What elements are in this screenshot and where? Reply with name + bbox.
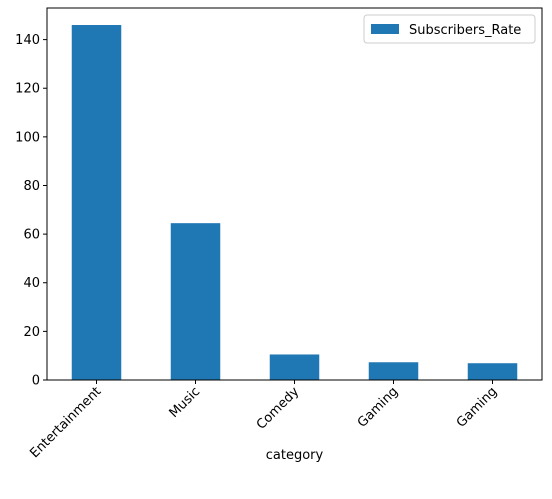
y-tick-label: 140 [15,33,40,48]
y-tick-label: 120 [15,82,40,97]
y-tick-label: 0 [32,374,40,389]
y-tick-label: 80 [23,179,40,194]
x-axis-label: category [266,448,324,463]
y-tick-label: 20 [23,325,40,340]
y-tick-label: 100 [15,130,40,145]
bar-comedy-2 [269,354,320,380]
y-tick-label: 60 [23,228,40,243]
plot-frame [46,7,543,381]
y-axis-ticks: 0 20 40 60 80 100 120 140 [15,33,47,389]
bar-entertainment-0 [71,25,122,381]
legend: Subscribers_Rate [363,14,536,44]
bar-music-1 [170,223,221,380]
bars-group [71,25,518,381]
y-tick-label: 40 [23,276,40,291]
bar-gaming-4 [467,363,518,380]
legend-label: Subscribers_Rate [409,23,521,38]
bar-gaming-3 [368,362,419,380]
legend-box [363,14,536,44]
legend-swatch [371,24,399,34]
